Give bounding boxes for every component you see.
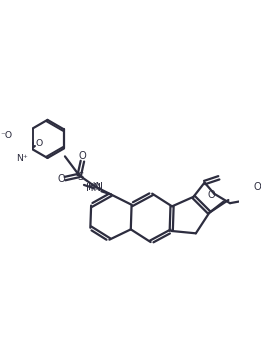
Text: HN: HN xyxy=(88,182,103,192)
Text: O: O xyxy=(208,190,216,200)
Text: O: O xyxy=(253,182,261,192)
Text: HN: HN xyxy=(86,183,101,193)
Text: S: S xyxy=(78,172,84,182)
Text: O: O xyxy=(57,173,65,184)
Text: ⁻O: ⁻O xyxy=(0,131,12,141)
Text: O: O xyxy=(79,152,86,161)
Text: N⁺: N⁺ xyxy=(16,154,28,162)
Text: O: O xyxy=(36,138,43,148)
